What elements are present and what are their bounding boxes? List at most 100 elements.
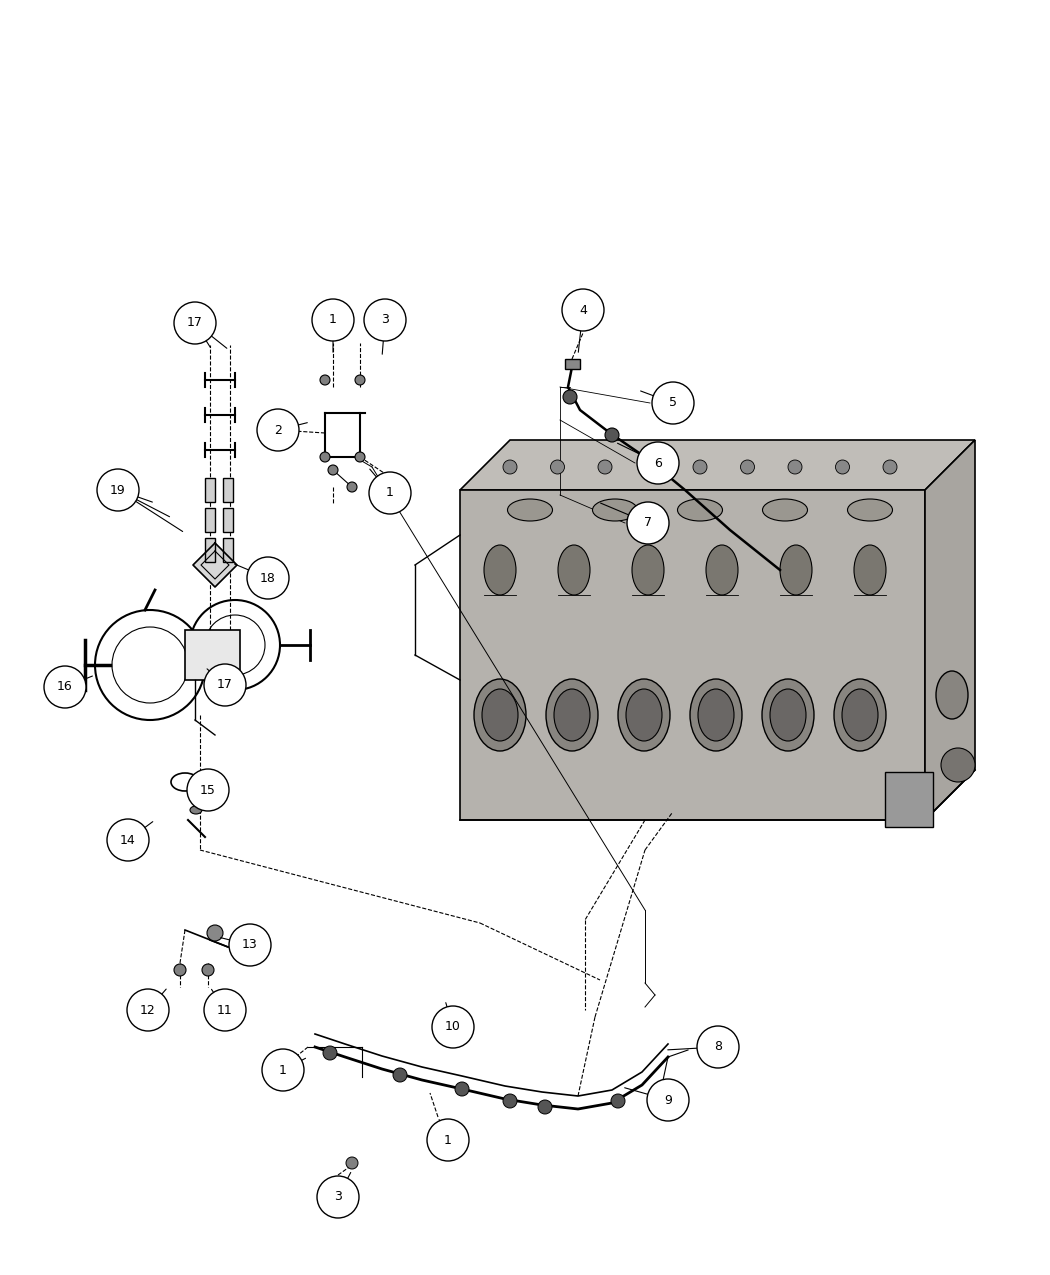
Circle shape (836, 460, 849, 474)
Circle shape (369, 472, 411, 514)
Ellipse shape (554, 688, 590, 741)
Text: 5: 5 (669, 397, 677, 409)
Circle shape (538, 1100, 552, 1114)
Polygon shape (460, 490, 925, 820)
Polygon shape (925, 440, 975, 820)
Ellipse shape (507, 499, 552, 521)
Circle shape (364, 300, 406, 340)
Circle shape (44, 666, 86, 708)
Circle shape (257, 409, 299, 451)
Circle shape (229, 924, 271, 966)
Ellipse shape (842, 688, 878, 741)
Circle shape (503, 1094, 517, 1108)
Ellipse shape (706, 544, 738, 595)
Circle shape (562, 289, 604, 332)
Ellipse shape (632, 544, 664, 595)
Circle shape (346, 1156, 358, 1169)
Circle shape (202, 964, 214, 975)
FancyBboxPatch shape (205, 478, 215, 502)
Ellipse shape (482, 688, 518, 741)
Circle shape (643, 453, 657, 467)
Polygon shape (193, 543, 237, 586)
Text: 15: 15 (201, 784, 216, 797)
Circle shape (204, 664, 246, 706)
FancyBboxPatch shape (885, 771, 933, 827)
Ellipse shape (936, 671, 968, 719)
Text: 12: 12 (140, 1003, 155, 1016)
Circle shape (187, 769, 229, 811)
Text: 3: 3 (381, 314, 388, 326)
Circle shape (320, 453, 330, 462)
Circle shape (346, 482, 357, 492)
Circle shape (247, 557, 289, 599)
FancyBboxPatch shape (223, 538, 233, 562)
Text: 16: 16 (57, 681, 72, 694)
Circle shape (503, 460, 517, 474)
Text: 14: 14 (120, 834, 135, 847)
Ellipse shape (854, 544, 886, 595)
Circle shape (652, 382, 694, 425)
Circle shape (693, 460, 707, 474)
Ellipse shape (484, 544, 516, 595)
FancyBboxPatch shape (223, 478, 233, 502)
Text: 8: 8 (714, 1040, 722, 1053)
Circle shape (646, 460, 659, 474)
Ellipse shape (190, 806, 202, 813)
Circle shape (740, 460, 755, 474)
Ellipse shape (780, 544, 812, 595)
Text: 19: 19 (110, 483, 126, 496)
FancyBboxPatch shape (205, 507, 215, 532)
Ellipse shape (762, 680, 814, 751)
Circle shape (174, 964, 186, 975)
Circle shape (605, 428, 620, 442)
Ellipse shape (762, 499, 807, 521)
Text: 13: 13 (243, 938, 258, 951)
Circle shape (312, 300, 354, 340)
Text: 9: 9 (664, 1094, 672, 1107)
Polygon shape (460, 440, 975, 490)
Text: 11: 11 (217, 1003, 233, 1016)
Circle shape (204, 989, 246, 1031)
Ellipse shape (834, 680, 886, 751)
Circle shape (637, 442, 679, 484)
FancyBboxPatch shape (185, 630, 240, 680)
Text: 18: 18 (260, 571, 276, 584)
Circle shape (107, 819, 149, 861)
FancyBboxPatch shape (565, 360, 580, 368)
Circle shape (97, 469, 139, 511)
Text: 3: 3 (334, 1191, 342, 1204)
Circle shape (355, 453, 365, 462)
Circle shape (432, 1006, 474, 1048)
Circle shape (598, 460, 612, 474)
Ellipse shape (690, 680, 742, 751)
Circle shape (427, 1119, 469, 1162)
Circle shape (320, 375, 330, 385)
Circle shape (207, 924, 223, 941)
Text: 6: 6 (654, 456, 662, 469)
Text: 1: 1 (386, 487, 394, 500)
Circle shape (355, 375, 365, 385)
Circle shape (262, 1049, 304, 1091)
FancyBboxPatch shape (205, 538, 215, 562)
Text: 1: 1 (444, 1133, 452, 1146)
Circle shape (174, 302, 216, 344)
Text: 1: 1 (329, 314, 337, 326)
Ellipse shape (677, 499, 722, 521)
Circle shape (697, 1026, 739, 1068)
Circle shape (627, 502, 669, 544)
Circle shape (455, 1082, 469, 1096)
Text: 10: 10 (445, 1020, 461, 1034)
Ellipse shape (474, 680, 526, 751)
Circle shape (328, 465, 338, 476)
Circle shape (127, 989, 169, 1031)
Ellipse shape (847, 499, 892, 521)
Circle shape (647, 1079, 689, 1121)
Circle shape (788, 460, 802, 474)
Circle shape (883, 460, 897, 474)
Circle shape (941, 748, 975, 782)
Text: 17: 17 (187, 316, 203, 329)
Ellipse shape (698, 688, 734, 741)
Ellipse shape (592, 499, 637, 521)
Circle shape (611, 1094, 625, 1108)
Ellipse shape (546, 680, 598, 751)
